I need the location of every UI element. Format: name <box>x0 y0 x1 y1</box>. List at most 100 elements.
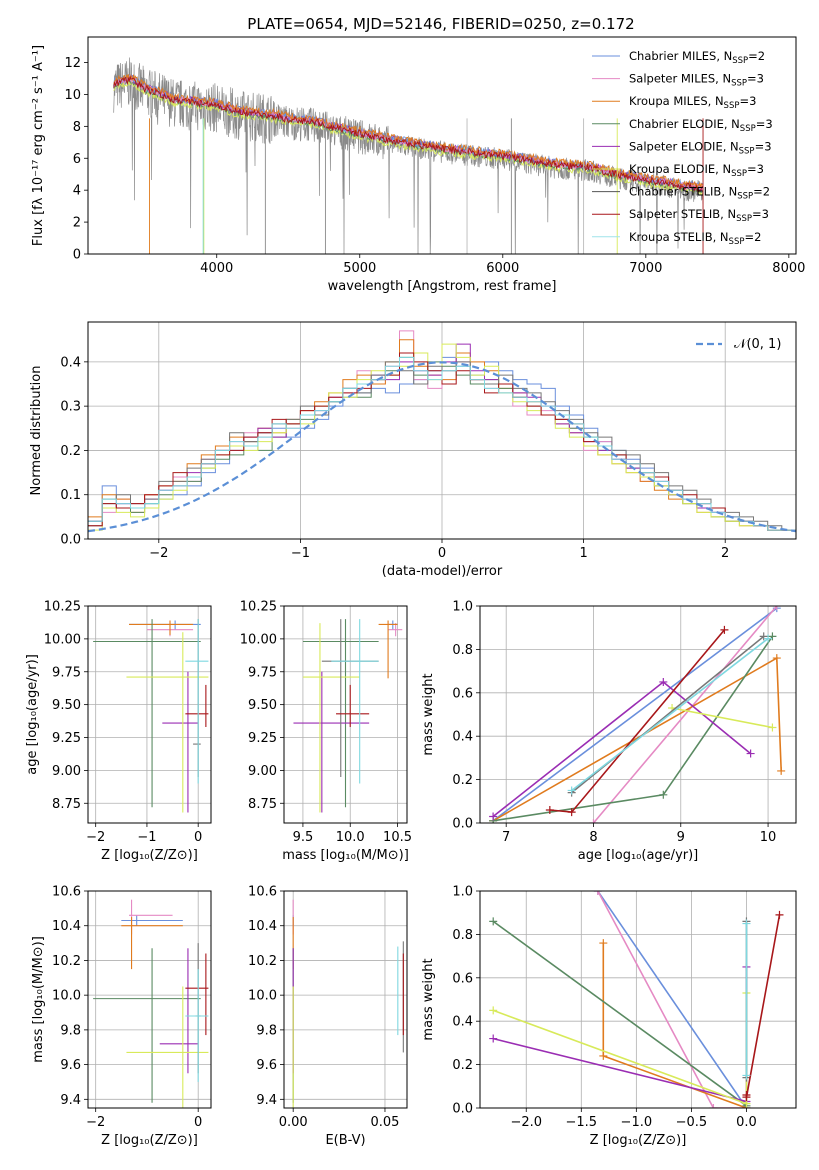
metallicity-mass-panel: −2 0 9.4 9.6 9.8 10.0 10.2 10.4 10.6 Z [log₁₀(Z/Z… <box>31 885 212 1148</box>
x-tick-label: 5000 <box>343 261 376 276</box>
weight-series-line <box>745 914 781 1098</box>
y-tick-label: 9.00 <box>248 764 277 779</box>
y-tick-label: 0.8 <box>452 643 473 658</box>
legend-label: 𝒩(0, 1) <box>734 337 781 352</box>
weight-marker <box>599 939 608 948</box>
weight-marker <box>567 808 576 817</box>
y-tick-label: 0 <box>73 248 81 263</box>
plot-frame <box>87 890 212 1109</box>
weight-marker <box>768 632 777 641</box>
y-tick-label: 9.4 <box>60 1093 81 1108</box>
weight-marker <box>489 1034 498 1043</box>
y-tick-label: 0.8 <box>452 928 473 943</box>
y-axis-label: Normed distribution <box>29 366 44 496</box>
y-tick-label: 1.0 <box>452 600 473 615</box>
x-tick-label: 0.0 <box>736 1115 757 1130</box>
y-tick-label: 0.4 <box>60 355 81 370</box>
x-tick-label: −1.5 <box>566 1115 598 1130</box>
y-tick-label: 0.6 <box>452 686 473 701</box>
weight-marker <box>742 919 751 928</box>
y-tick-label: 9.75 <box>248 665 277 680</box>
x-tick-label: −2.0 <box>510 1115 542 1130</box>
x-tick-label: 7000 <box>629 261 662 276</box>
weight-marker <box>742 1071 751 1080</box>
weight-marker <box>489 917 498 926</box>
x-tick-label: 9 <box>677 830 685 845</box>
y-tick-label: 9.00 <box>52 764 81 779</box>
weight-marker <box>772 654 781 663</box>
weight-marker <box>545 805 554 814</box>
weight-series-line <box>597 891 748 1108</box>
y-tick-label: 4 <box>73 184 81 199</box>
weight-marker <box>764 634 773 643</box>
normal-distribution-curve <box>88 361 796 533</box>
legend-label: Chabrier STELIB, NSSP=2 <box>629 185 770 202</box>
x-tick-label: −2 <box>149 546 168 561</box>
y-tick-label: 0.3 <box>60 400 81 415</box>
legend-label: Chabrier ELODIE, NSSP=3 <box>629 117 773 134</box>
y-tick-label: 8 <box>73 120 81 135</box>
x-tick-label: 9.5 <box>293 830 314 845</box>
model-spectrum-line <box>113 76 703 193</box>
weight-marker <box>746 749 755 758</box>
weight-series-line <box>492 920 747 1107</box>
weight-series-line <box>492 680 752 818</box>
y-axis-label: mass weight <box>421 958 436 1040</box>
y-tick-label: 10.0 <box>248 989 277 1004</box>
histogram-series <box>88 356 796 539</box>
legend-label: Kroupa STELIB, NSSP=2 <box>629 230 761 247</box>
y-tick-label: 2 <box>73 216 81 231</box>
x-tick-label: 7 <box>502 830 510 845</box>
spectrum-panel: 4000 5000 6000 7000 8000 0 2 4 6 8 10 12 wavelength … <box>31 36 805 294</box>
x-tick-label: 10 <box>760 830 777 845</box>
legend-label: Chabrier MILES, NSSP=2 <box>629 49 765 66</box>
mass-age-panel: 9.5 10.0 10.5 8.75 9.00 9.25 9.50 9.75 10.00 10.2… <box>240 600 412 864</box>
weight-marker <box>777 766 786 775</box>
y-tick-label: 0.2 <box>452 773 473 788</box>
x-axis-label: (data-model)/error <box>382 564 503 579</box>
y-tick-label: 10.0 <box>52 989 81 1004</box>
y-tick-label: 9.75 <box>52 665 81 680</box>
y-tick-label: 0.0 <box>60 533 81 548</box>
weight-marker <box>759 632 768 641</box>
y-tick-label: 9.6 <box>60 1058 81 1073</box>
y-tick-label: 10.2 <box>248 954 277 969</box>
y-tick-label: 12 <box>64 56 81 71</box>
weight-series-line <box>592 606 778 823</box>
histogram-plot-area <box>88 330 796 539</box>
x-tick-label: 0 <box>194 830 202 845</box>
weight-marker <box>659 677 668 686</box>
weight-marker <box>489 812 498 821</box>
age-weight-panel: 7 8 9 10 0.0 0.2 0.4 0.6 0.8 1.0 age [log₁₀(age/yr… <box>421 600 797 863</box>
y-tick-label: 6 <box>73 152 81 167</box>
weight-marker <box>709 1104 718 1108</box>
x-tick-label: −1 <box>137 830 156 845</box>
figure-title: PLATE=0654, MJD=52146, FIBERID=0250, z=0… <box>247 15 634 33</box>
weight-plot-area <box>489 891 784 1108</box>
y-tick-label: 10.6 <box>52 885 81 900</box>
extinction-mass-panel: 0.00 0.05 9.4 9.6 9.8 10.0 10.2 10.4 10.6 E(B-V) <box>248 885 408 1148</box>
y-tick-label: 8.75 <box>52 797 81 812</box>
plot-frame <box>479 605 797 824</box>
spectrum-legend: Chabrier MILES, NSSP=2 Salpeter MILES, NS… <box>592 49 773 247</box>
y-tick-label: 10.25 <box>44 600 81 615</box>
y-tick-label: 0.2 <box>60 444 81 459</box>
y-tick-label: 10.6 <box>248 885 277 900</box>
x-tick-label: 6000 <box>486 261 519 276</box>
x-axis-label: wavelength [Angstrom, rest frame] <box>328 279 557 294</box>
y-axis-label: Flux [fλ 10⁻¹⁷ erg cm⁻² s⁻¹ A⁻¹] <box>31 45 46 246</box>
y-tick-label: 9.50 <box>248 698 277 713</box>
legend-label: Salpeter MILES, NSSP=3 <box>629 72 764 89</box>
plot-frame <box>479 890 797 1109</box>
errorbar-plot-area <box>93 619 209 813</box>
weight-marker <box>599 1051 608 1060</box>
x-axis-label: E(B-V) <box>325 1133 365 1148</box>
x-tick-label: 1 <box>579 546 587 561</box>
weight-marker <box>593 891 602 895</box>
x-tick-label: 0 <box>438 546 446 561</box>
legend-label: Kroupa ELODIE, NSSP=3 <box>629 162 764 179</box>
y-tick-label: 9.8 <box>256 1023 277 1038</box>
plot-frame <box>283 890 408 1109</box>
model-spectrum-line <box>113 75 703 191</box>
y-tick-label: 10.00 <box>240 632 277 647</box>
